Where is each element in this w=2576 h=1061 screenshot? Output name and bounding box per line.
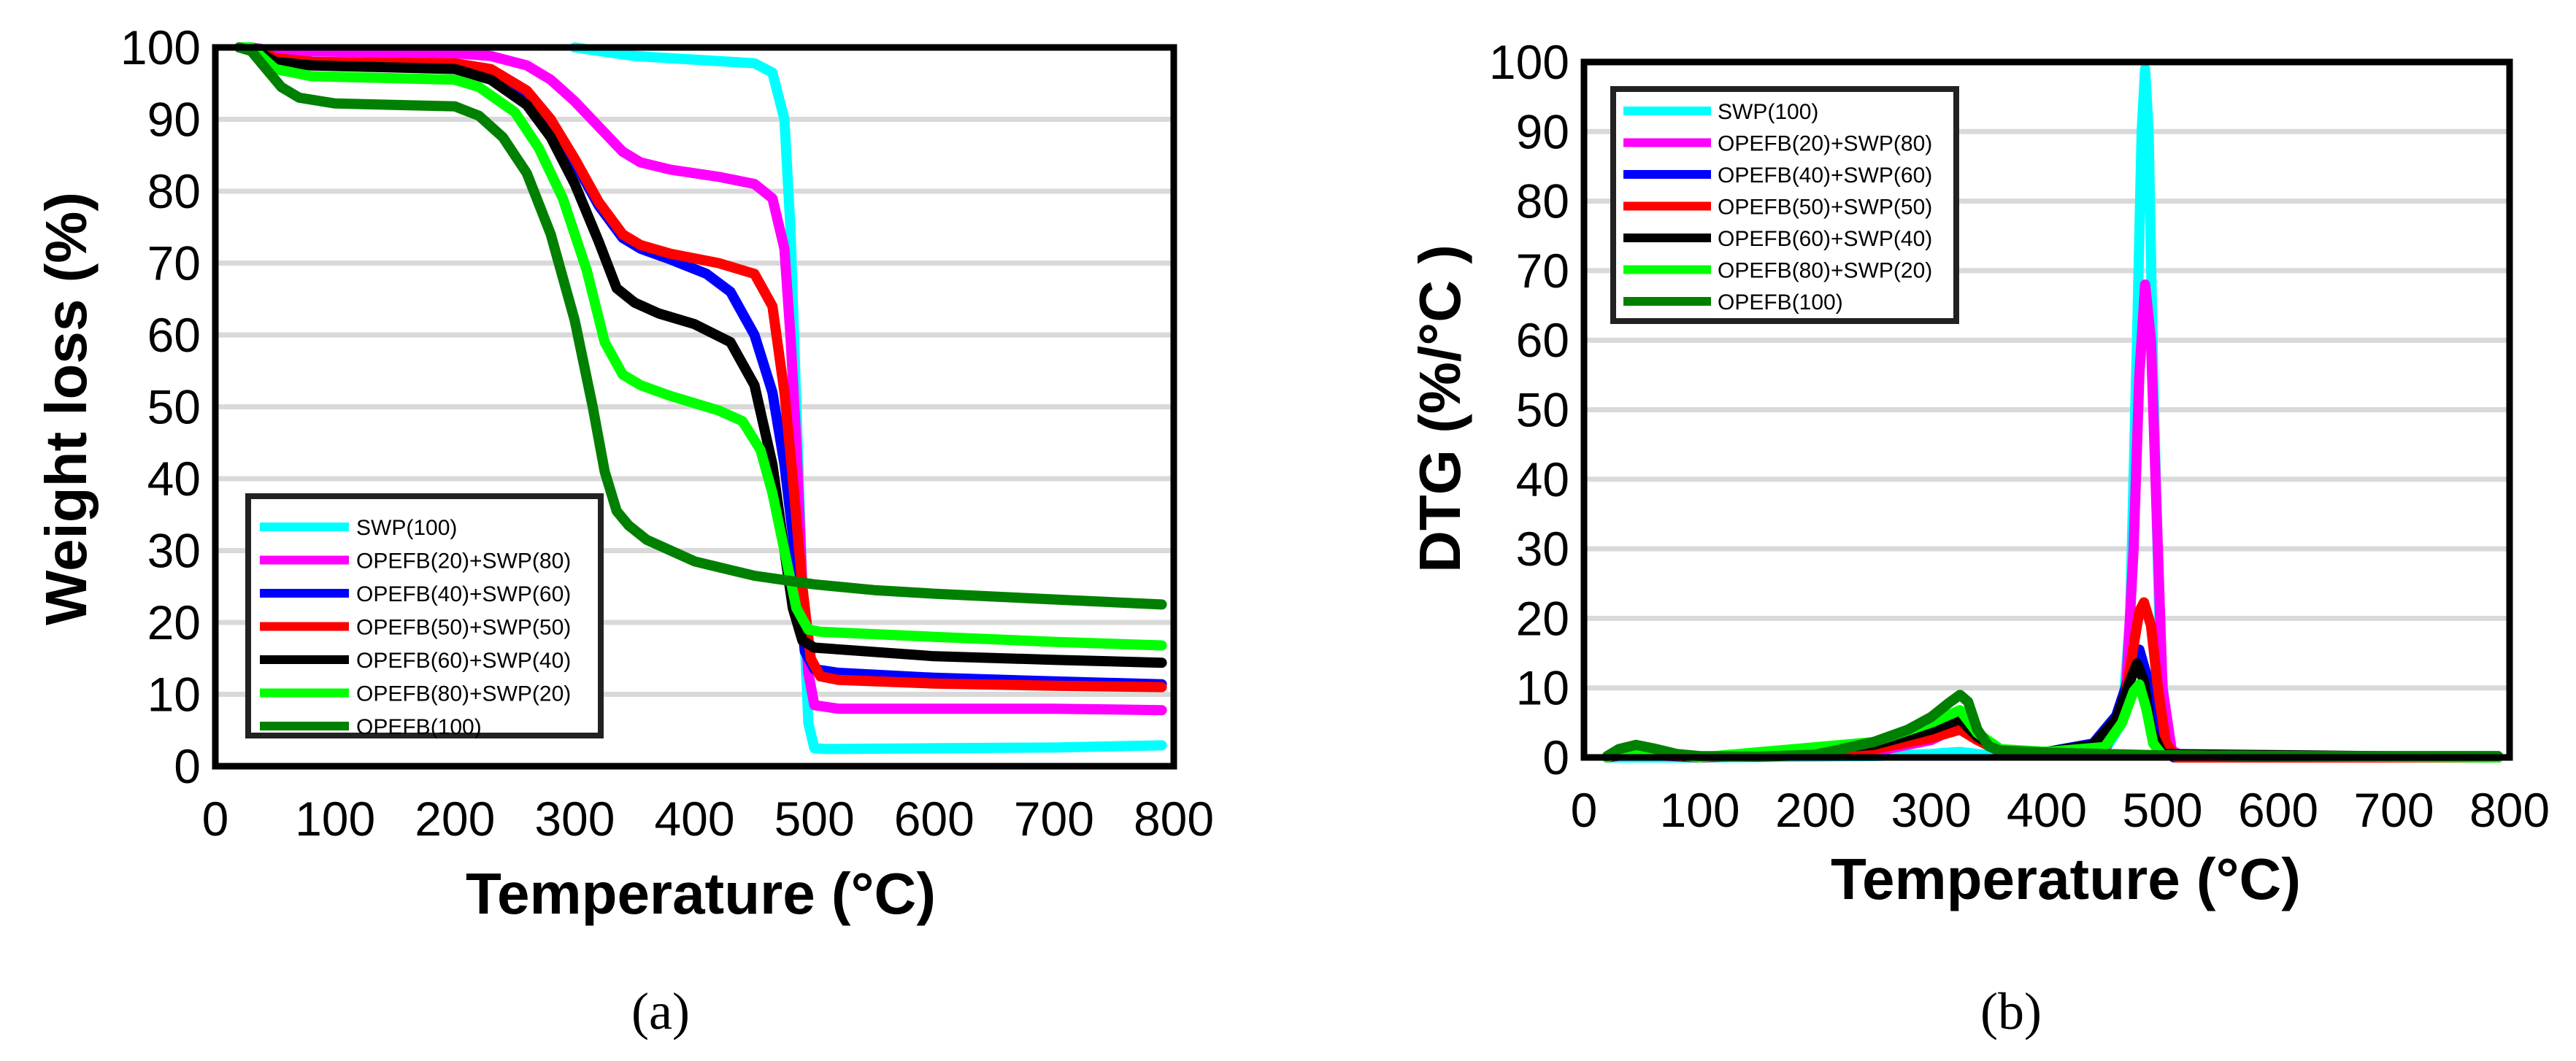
- panel-label-a: (a): [631, 982, 690, 1041]
- y-tick-label: 90: [1516, 104, 1569, 158]
- legend-b: SWP(100) OPEFB(20)+SWP(80) OPEFB(40)+SWP(6…: [1610, 86, 1959, 324]
- series-line: [1602, 644, 2504, 763]
- y-tick-labels-b: 0 10 20 30 40 50 60 70 80 90 100: [1489, 35, 1569, 784]
- legend-label: OPEFB(100): [356, 715, 482, 739]
- legend-label: OPEFB(20)+SWP(80): [356, 549, 571, 574]
- x-axis-title-b: Temperature (°C): [1831, 846, 2301, 911]
- y-tick-label: 20: [147, 595, 201, 649]
- y-tick-label: 10: [147, 668, 201, 722]
- legend-label: OPEFB(50)+SWP(50): [1718, 196, 1932, 220]
- y-tick-label: 90: [147, 93, 201, 147]
- y-tick-label: 40: [1516, 452, 1569, 506]
- y-tick-label: 0: [1542, 730, 1569, 784]
- y-tick-label: 80: [1516, 174, 1569, 228]
- x-tick-label: 200: [415, 792, 495, 846]
- legend-label: OPEFB(100): [1718, 290, 1843, 315]
- series-line: [234, 42, 1167, 668]
- y-tick-label: 50: [1516, 383, 1569, 437]
- legend-label: OPEFB(40)+SWP(60): [356, 582, 571, 606]
- x-tick-label: 100: [295, 792, 375, 846]
- plot-frame-b: [1580, 58, 2513, 761]
- legend-label: OPEFB(60)+SWP(40): [356, 649, 571, 673]
- y-tick-label: 60: [147, 308, 201, 362]
- y-tick-label: 70: [1516, 244, 1569, 298]
- series-line: [234, 42, 1167, 610]
- x-tick-label: 600: [894, 792, 974, 846]
- panel-label-b: (b): [1980, 982, 2042, 1041]
- y-axis-title-b: DTG (%/°C ): [1407, 244, 1472, 573]
- y-tick-label: 50: [147, 380, 201, 434]
- series-a: [234, 42, 1167, 755]
- x-tick-label: 700: [2353, 783, 2434, 837]
- x-tick-label: 200: [1775, 783, 1856, 837]
- chart-a: 0 10 20 30 40 50 60 70 80 90 100 0 100 200 300 400 500 6…: [34, 20, 1214, 1041]
- legend-label: SWP(100): [356, 516, 457, 540]
- legend-a: SWP(100) OPEFB(20)+SWP(80) OPEFB(40)+SWP(6…: [245, 493, 604, 739]
- x-tick-label: 0: [202, 792, 229, 846]
- x-tick-label: 500: [774, 792, 855, 846]
- x-tick-label: 400: [654, 792, 734, 846]
- x-tick-label: 400: [2007, 783, 2087, 837]
- y-tick-labels-a: 0 10 20 30 40 50 60 70 80 90 100: [120, 20, 201, 793]
- y-tick-label: 10: [1516, 661, 1569, 715]
- x-axis-title-a: Temperature (°C): [466, 861, 936, 926]
- legend-label: SWP(100): [1718, 100, 1818, 124]
- y-tick-label: 80: [147, 164, 201, 218]
- y-tick-label: 0: [174, 739, 201, 793]
- plot-frame-a: [212, 44, 1177, 770]
- x-tick-label: 300: [1891, 783, 1971, 837]
- series-line: [234, 42, 1167, 692]
- legend-label: OPEFB(80)+SWP(20): [1718, 259, 1932, 283]
- y-tick-label: 30: [1516, 522, 1569, 576]
- series-line: [1602, 597, 2504, 763]
- y-tick-label: 70: [147, 236, 201, 290]
- x-tick-label: 600: [2238, 783, 2318, 837]
- series-line: [1602, 679, 2504, 763]
- x-tick-label: 300: [534, 792, 615, 846]
- y-tick-label: 100: [120, 20, 201, 74]
- legend-label: OPEFB(40)+SWP(60): [1718, 163, 1932, 188]
- x-tick-label: 800: [2469, 783, 2550, 837]
- x-tick-label: 0: [1571, 783, 1598, 837]
- y-tick-label: 40: [147, 452, 201, 506]
- series-line: [1602, 658, 2504, 763]
- x-tick-label: 800: [1134, 792, 1214, 846]
- x-tick-label: 500: [2122, 783, 2202, 837]
- legend-label: OPEFB(50)+SWP(50): [356, 616, 571, 640]
- y-axis-title-a: Weight loss (%): [34, 192, 99, 625]
- series-line: [234, 42, 1167, 651]
- chart-b: 0 10 20 30 40 50 60 70 80 90 100 0 100 200 300 400 500 6…: [1407, 35, 2550, 1041]
- x-tick-labels-b: 0 100 200 300 400 500 600 700 800: [1571, 783, 2550, 837]
- y-tick-label: 30: [147, 524, 201, 578]
- x-tick-labels-a: 0 100 200 300 400 500 600 700 800: [202, 792, 1214, 846]
- y-tick-label: 20: [1516, 591, 1569, 645]
- legend-label: OPEFB(20)+SWP(80): [1718, 132, 1932, 156]
- legend-label: OPEFB(80)+SWP(20): [356, 682, 571, 706]
- y-tick-label: 100: [1489, 35, 1569, 89]
- x-tick-label: 700: [1014, 792, 1094, 846]
- series-line: [234, 42, 1167, 716]
- y-tick-label: 60: [1516, 313, 1569, 367]
- x-tick-label: 100: [1659, 783, 1739, 837]
- legend-label: OPEFB(60)+SWP(40): [1718, 227, 1932, 251]
